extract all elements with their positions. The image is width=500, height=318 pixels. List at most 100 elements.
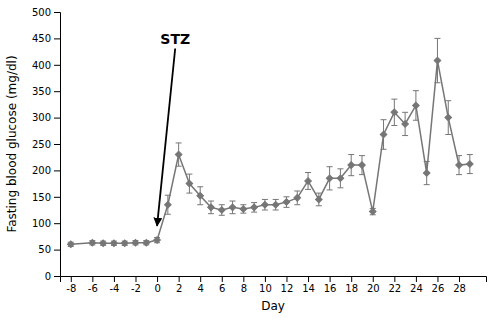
marker — [369, 208, 376, 215]
x-tick-label: 2 — [176, 283, 182, 294]
error-bars — [68, 38, 473, 246]
x-tick-label: 28 — [453, 283, 466, 294]
x-tick-mark — [114, 276, 115, 282]
x-tick-label: 12 — [281, 283, 294, 294]
marker — [154, 237, 161, 244]
x-tick: 28 — [453, 276, 466, 294]
y-tick: 150 — [32, 192, 60, 203]
y-tick: 400 — [32, 60, 60, 71]
x-tick-label: 18 — [345, 283, 358, 294]
y-tick-label: 200 — [32, 165, 51, 176]
x-tick: 0 — [154, 276, 160, 294]
y-tick-label: 300 — [32, 112, 51, 123]
marker — [208, 204, 215, 211]
error-bar — [251, 203, 257, 213]
error-bar — [391, 99, 397, 125]
y-tick-mark — [54, 170, 60, 171]
x-tick: -8 — [66, 276, 76, 294]
y-tick: 0 — [45, 271, 60, 282]
x-tick-mark — [459, 276, 460, 282]
x-tick-label: 26 — [432, 283, 445, 294]
x-tick-mark — [71, 276, 72, 282]
x-tick-label: 10 — [259, 283, 272, 294]
error-bar — [402, 112, 408, 135]
x-tick-mark — [157, 276, 158, 282]
x-tick-label: -4 — [109, 283, 119, 294]
y-tick-label: 250 — [32, 139, 51, 150]
y-tick: 450 — [32, 33, 60, 44]
marker — [218, 207, 225, 214]
error-bar — [337, 169, 343, 188]
marker — [132, 239, 139, 246]
y-tick-mark — [54, 144, 60, 145]
annotation-arrow — [157, 49, 175, 226]
marker — [67, 241, 74, 248]
x-tick-mark — [243, 276, 244, 282]
x-tick-mark — [416, 276, 417, 282]
error-bar — [467, 155, 473, 174]
y-tick: 500 — [32, 7, 60, 18]
marker — [283, 199, 290, 206]
marker — [229, 204, 236, 211]
y-tick: 200 — [32, 165, 60, 176]
y-tick: 50 — [38, 244, 60, 255]
error-bar — [305, 173, 311, 190]
x-tick-mark — [179, 276, 180, 282]
error-bar — [219, 205, 225, 216]
x-tick-mark — [394, 276, 395, 282]
y-tick: 300 — [32, 112, 60, 123]
annotation-text: STZ — [160, 31, 190, 47]
y-tick-label: 500 — [32, 7, 51, 18]
y-tick-mark — [54, 250, 60, 251]
x-axis: -8-6-4-20246810121416182022242628 — [61, 276, 487, 294]
y-tick-mark — [54, 276, 60, 277]
x-tick-label: 4 — [198, 283, 204, 294]
x-tick: 26 — [432, 276, 445, 294]
error-bar — [197, 187, 203, 205]
x-tick-label: 24 — [410, 283, 423, 294]
x-tick-mark — [265, 276, 266, 282]
y-tick-mark — [54, 12, 60, 13]
marker — [445, 114, 452, 121]
x-tick: 4 — [198, 276, 204, 294]
x-tick: 22 — [388, 276, 401, 294]
x-tick-mark — [222, 276, 223, 282]
marker — [359, 162, 366, 169]
x-tick-mark — [373, 276, 374, 282]
x-tick: 20 — [367, 276, 380, 294]
marker — [262, 201, 269, 208]
x-tick: 10 — [259, 276, 272, 294]
x-tick-label: 22 — [388, 283, 401, 294]
error-bar — [348, 155, 354, 176]
marker — [434, 57, 441, 64]
x-tick-label: 20 — [367, 283, 380, 294]
marker — [165, 201, 172, 208]
marker — [175, 151, 182, 158]
error-bar — [424, 161, 430, 184]
x-tick-mark — [437, 276, 438, 282]
marker — [413, 102, 420, 109]
marker — [121, 240, 128, 247]
marker — [402, 121, 409, 128]
x-tick-label: -6 — [88, 283, 98, 294]
y-tick-mark — [54, 65, 60, 66]
x-tick: 24 — [410, 276, 423, 294]
y-axis-line — [54, 13, 61, 277]
marker — [100, 240, 107, 247]
y-tick: 250 — [32, 139, 60, 150]
marker — [348, 162, 355, 169]
y-tick: 350 — [32, 86, 60, 97]
marker — [337, 175, 344, 182]
x-tick: -6 — [88, 276, 98, 294]
error-bar — [154, 237, 160, 242]
x-tick: 2 — [176, 276, 182, 294]
marker — [456, 162, 463, 169]
marker — [143, 239, 150, 246]
y-axis: 050100150200250300350400450500 — [32, 7, 61, 282]
x-axis-title: Day — [261, 299, 285, 313]
y-tick-label: 400 — [32, 60, 51, 71]
marker — [316, 196, 323, 203]
marker — [272, 201, 279, 208]
x-tick-mark — [286, 276, 287, 282]
markers — [67, 57, 473, 247]
